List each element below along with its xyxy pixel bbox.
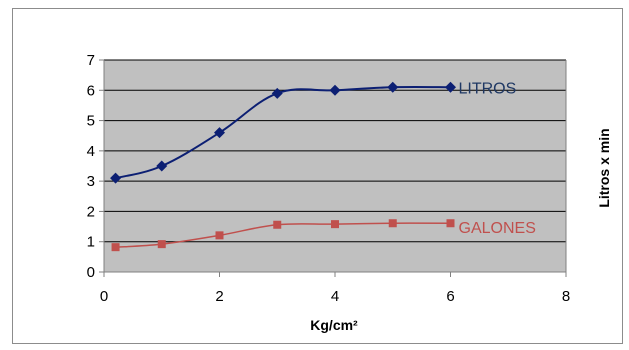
y-tick-label: 5 [87,113,95,130]
x-tick-label: 8 [562,288,570,305]
series-label-galones: GALONES [459,220,536,237]
series-label-litros: LITROS [459,80,517,97]
data-point-galones [331,220,339,229]
y-tick-label: 7 [87,52,95,69]
data-point-galones [388,219,397,228]
data-point-galones [273,220,282,229]
y-tick-label: 2 [87,203,95,220]
y-tick-label: 0 [87,264,95,281]
x-tick-label: 6 [446,288,454,305]
x-tick-label: 2 [215,288,223,305]
data-point-litros [387,81,399,93]
series-layer [110,81,456,252]
data-point-litros [329,84,341,96]
data-point-galones [157,240,166,249]
data-point-litros [445,81,456,93]
y-tick-label: 6 [87,82,95,99]
y-tick-label: 1 [87,234,95,251]
y-tick-label: 4 [87,143,95,160]
data-point-litros [110,172,122,184]
x-tick-label: 4 [331,288,339,305]
x-tick-label: 0 [100,288,108,305]
data-point-galones [111,243,120,252]
y-axis-title: Litros x min [596,128,612,207]
x-axis-title: Kg/cm² [310,317,358,333]
labels-layer: LITROS GALONES [459,80,536,237]
data-point-galones [446,219,455,228]
data-point-litros [214,127,225,139]
data-point-galones [215,231,224,240]
data-point-litros [271,87,283,99]
data-point-litros [156,160,168,172]
y-tick-label: 3 [87,173,95,190]
axes: 0 1 2 3 4 5 6 7 0 2 4 6 8 [87,52,571,305]
